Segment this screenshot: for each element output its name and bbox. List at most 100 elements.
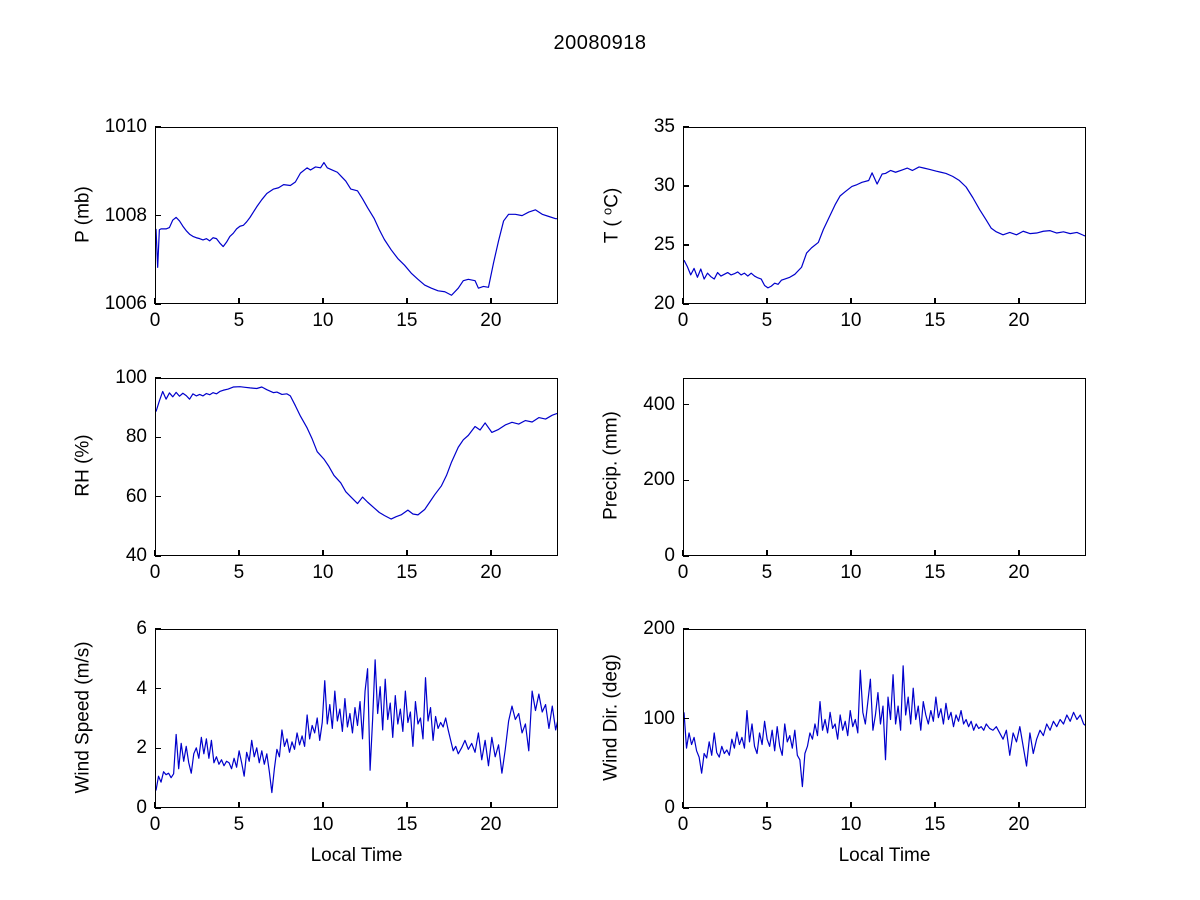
xtick-wind-direction [934, 802, 936, 808]
subplot-wind-speed [155, 629, 558, 808]
plot-area-pressure [155, 127, 558, 304]
ylabel-relative-humidity: RH (%) [72, 434, 94, 497]
xtick-label-wind-direction: 0 [677, 814, 689, 835]
ylabel-wind-direction: Wind Dir. (deg) [600, 653, 622, 781]
ytick-label-wind-direction: 200 [643, 618, 675, 639]
xlabel-wind-speed: Local Time [310, 845, 403, 866]
xtick-label-relative-humidity: 15 [396, 562, 418, 583]
plot-area-precipitation [683, 378, 1086, 556]
series-wind-speed [156, 659, 557, 794]
series-relative-humidity [156, 386, 557, 520]
xtick-wind-direction [766, 802, 768, 808]
ytick-label-relative-humidity: 60 [125, 485, 147, 507]
ytick-label-wind-direction: 0 [664, 797, 675, 818]
xtick-relative-humidity [322, 550, 324, 556]
xtick-label-wind-speed: 20 [480, 814, 502, 835]
ylabel-pressure: P (mb) [72, 185, 94, 243]
xtick-label-relative-humidity: 0 [149, 562, 161, 583]
xtick-precipitation [682, 550, 684, 556]
xtick-label-temperature: 15 [924, 310, 946, 331]
xtick-label-temperature: 0 [677, 310, 689, 331]
xtick-precipitation [766, 550, 768, 556]
xtick-label-wind-direction: 10 [840, 814, 862, 835]
xtick-temperature [682, 298, 684, 304]
ytick-temperature [683, 126, 689, 128]
ytick-label-pressure: 1010 [104, 116, 147, 137]
ytick-wind-speed [155, 807, 161, 809]
ytick-label-temperature: 30 [653, 175, 675, 196]
ytick-label-wind-speed: 2 [136, 737, 147, 759]
xtick-pressure [238, 298, 240, 304]
xtick-label-wind-direction: 5 [761, 814, 773, 835]
series-pressure [156, 161, 557, 296]
xtick-label-wind-speed: 5 [233, 814, 245, 835]
xtick-label-precipitation: 10 [840, 562, 862, 583]
subplot-pressure [155, 127, 558, 304]
ytick-label-precipitation: 0 [664, 545, 675, 566]
xtick-label-temperature: 10 [840, 310, 862, 331]
xtick-wind-speed [322, 802, 324, 808]
subplot-precipitation [683, 378, 1086, 556]
plot-area-relative-humidity [155, 378, 558, 556]
ytick-label-temperature: 25 [653, 234, 675, 255]
xtick-label-wind-direction: 15 [924, 814, 946, 835]
xtick-label-pressure: 0 [149, 310, 161, 331]
xtick-temperature [1018, 298, 1020, 304]
xtick-precipitation [934, 550, 936, 556]
plot-area-temperature [683, 127, 1086, 304]
xtick-relative-humidity [154, 550, 156, 556]
xtick-label-relative-humidity: 5 [233, 562, 245, 583]
xtick-label-wind-speed: 0 [149, 814, 161, 835]
ytick-precipitation [683, 403, 689, 406]
ytick-precipitation [683, 479, 689, 481]
plot-area-wind-direction [683, 629, 1086, 808]
ytick-label-pressure: 1008 [104, 204, 147, 226]
xtick-label-relative-humidity: 20 [480, 562, 502, 583]
xtick-relative-humidity [238, 550, 240, 556]
ytick-wind-direction [683, 807, 689, 809]
ytick-relative-humidity [155, 377, 161, 379]
xtick-label-wind-speed: 15 [396, 814, 418, 835]
subplot-temperature [683, 127, 1086, 304]
ylabel-temperature: T ( oC) [599, 187, 623, 243]
xtick-label-precipitation: 5 [761, 562, 773, 583]
ytick-relative-humidity [155, 555, 161, 557]
ytick-temperature [683, 185, 689, 187]
ytick-pressure [155, 126, 161, 128]
xtick-pressure [154, 298, 156, 304]
plot-area-wind-speed [155, 629, 558, 808]
xtick-label-relative-humidity: 10 [312, 562, 334, 583]
ytick-label-pressure: 1006 [104, 293, 147, 314]
xtick-label-precipitation: 20 [1008, 562, 1030, 583]
xtick-pressure [490, 298, 492, 304]
xtick-precipitation [1018, 550, 1020, 556]
ytick-label-temperature: 20 [653, 293, 675, 314]
xtick-wind-speed [490, 802, 492, 808]
xtick-temperature [934, 298, 936, 304]
ytick-label-wind-speed: 4 [136, 677, 147, 699]
ylabel-wind-speed: Wind Speed (m/s) [72, 640, 94, 794]
xtick-wind-direction [850, 802, 852, 808]
ytick-pressure [155, 303, 161, 305]
xtick-wind-speed [154, 802, 156, 808]
ytick-wind-speed [155, 747, 161, 750]
xtick-temperature [766, 298, 768, 304]
xtick-label-precipitation: 15 [924, 562, 946, 583]
xtick-label-temperature: 20 [1008, 310, 1030, 331]
xtick-label-pressure: 15 [396, 310, 418, 331]
series-wind-direction [684, 665, 1085, 788]
series-temperature [684, 166, 1085, 289]
subplot-wind-direction [683, 629, 1086, 808]
ytick-label-wind-direction: 100 [643, 707, 675, 729]
ytick-temperature [683, 303, 689, 305]
figure-title: 20080918 [553, 32, 647, 54]
ytick-label-wind-speed: 0 [136, 797, 147, 818]
ytick-label-relative-humidity: 100 [115, 367, 147, 388]
xtick-label-pressure: 20 [480, 310, 502, 331]
xtick-wind-speed [406, 802, 408, 808]
series-precipitation [684, 379, 1086, 556]
ylabel-precipitation: Precip. (mm) [600, 411, 622, 520]
xtick-precipitation [850, 550, 852, 556]
xtick-label-precipitation: 0 [677, 562, 689, 583]
